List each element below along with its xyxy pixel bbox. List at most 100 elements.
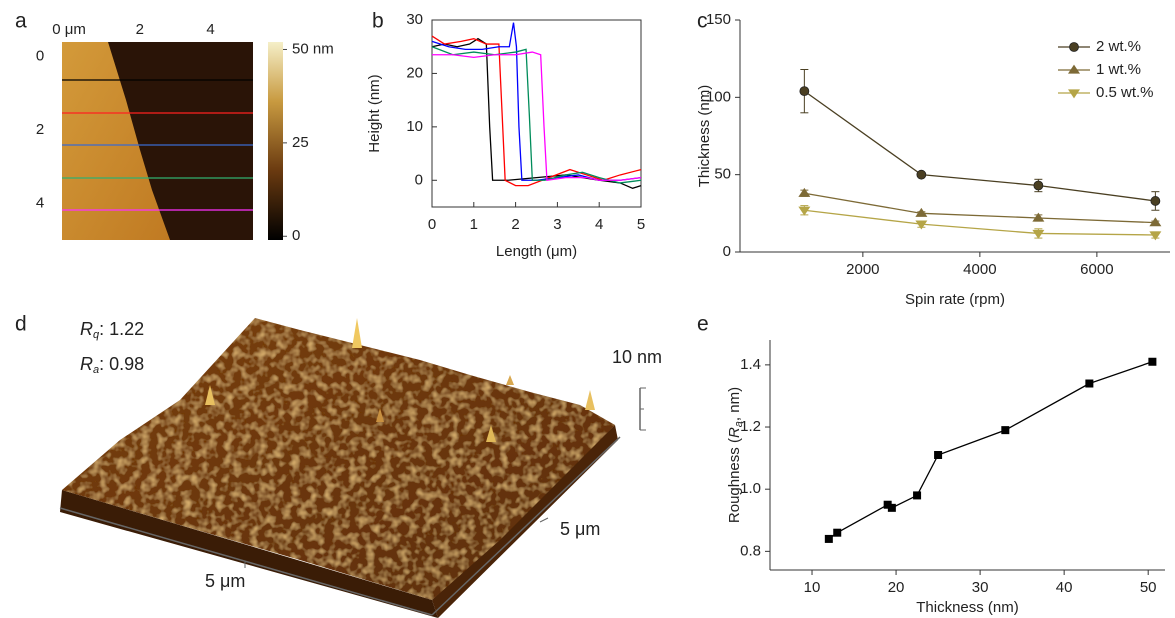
y-tick-label: 0 xyxy=(36,48,44,65)
marker xyxy=(1033,180,1044,191)
panel-label: d xyxy=(15,313,27,336)
marker xyxy=(887,503,896,512)
colorbar-tick-label: 25 xyxy=(292,134,309,151)
x-tick-label: 2000 xyxy=(846,261,879,278)
x-tick-label: 3 xyxy=(553,216,561,233)
y-label-symbol: R xyxy=(726,427,743,438)
marker xyxy=(1032,229,1045,239)
marker xyxy=(1032,212,1045,222)
marker xyxy=(1085,379,1094,388)
y-tick-label: 1.0 xyxy=(740,480,761,497)
y-axis-label: Thickness (nm) xyxy=(696,85,713,188)
stat-separator: : xyxy=(99,354,109,374)
y-tick-label: 50 xyxy=(714,166,731,183)
y-tick-label: 30 xyxy=(406,11,423,28)
stat-ra: Ra: 0.98 xyxy=(80,354,144,376)
stat-value: 0.98 xyxy=(109,354,144,374)
afm-image xyxy=(62,42,283,240)
x-axis-label: Spin rate (rpm) xyxy=(905,291,1005,308)
y-tick-label: 0 xyxy=(415,171,423,188)
y-tick-label: 4 xyxy=(36,194,44,211)
y-tick-label: 0 xyxy=(723,243,731,260)
series-line xyxy=(432,51,642,182)
x-tick-label: 50 xyxy=(1140,579,1157,596)
y-label-subscript: a xyxy=(733,421,745,427)
stat-separator: : xyxy=(99,319,109,339)
marker xyxy=(883,500,892,509)
y-tick-label: 1.4 xyxy=(740,356,761,373)
x-tick-label: 4000 xyxy=(963,261,996,278)
marker xyxy=(1148,357,1157,366)
x-tick-label: 6000 xyxy=(1080,261,1113,278)
x-tick-label: 0 xyxy=(428,216,436,233)
y-extent: 5 μm xyxy=(560,519,600,539)
y-tick-label: 1.2 xyxy=(740,418,761,435)
marker xyxy=(934,451,943,459)
x-tick-label: 4 xyxy=(206,21,214,38)
y-label-text: Roughness ( xyxy=(726,438,743,523)
x-tick-label: 0 μm xyxy=(52,21,86,38)
legend-label: 2 wt.% xyxy=(1096,38,1141,55)
marker xyxy=(915,220,928,230)
plot-frame xyxy=(431,19,642,208)
legend-marker xyxy=(1068,64,1080,74)
stat-subscript: q xyxy=(93,329,100,341)
y-axis-label: Height (nm) xyxy=(366,74,383,152)
legend-label: 1 wt.% xyxy=(1096,61,1141,78)
panel-label: a xyxy=(15,10,27,33)
stat-subscript: a xyxy=(93,364,99,376)
panel-label: b xyxy=(372,10,384,33)
marker xyxy=(915,207,928,217)
panel-label: e xyxy=(697,313,709,336)
y-tick-label: 2 xyxy=(36,121,44,138)
marker xyxy=(799,86,810,97)
y-tick-label: 150 xyxy=(706,11,731,28)
stat-symbol: R xyxy=(80,319,93,339)
marker xyxy=(1149,231,1162,241)
legend-marker xyxy=(1068,89,1080,99)
y-axis-label: Roughness (Ra, nm) xyxy=(726,387,745,523)
series-line xyxy=(804,209,1156,236)
stat-rq: Rq: 1.22 xyxy=(80,319,144,341)
marker xyxy=(833,528,842,537)
y-tick-label: 100 xyxy=(706,88,731,105)
x-tick-label: 4 xyxy=(595,216,603,233)
y-tick-label: 10 xyxy=(406,118,423,135)
x-tick-label: 1 xyxy=(470,216,478,233)
marker xyxy=(1150,196,1161,206)
series-line xyxy=(803,90,1156,202)
x-extent: 5 μm xyxy=(205,571,245,591)
marker xyxy=(1149,217,1162,227)
marker xyxy=(916,169,927,180)
stat-symbol: R xyxy=(80,354,93,374)
series-line xyxy=(828,361,1153,540)
x-tick-label: 5 xyxy=(637,216,645,233)
series-line xyxy=(804,192,1156,224)
series-line xyxy=(431,22,642,181)
panel-label: c xyxy=(697,10,708,33)
y-tick-label: 20 xyxy=(406,64,423,81)
series-line xyxy=(431,37,642,189)
z-scale: 10 nm xyxy=(612,347,662,367)
stat-value: 1.22 xyxy=(109,319,144,339)
x-axis-label: Thickness (nm) xyxy=(916,599,1019,616)
legend-marker xyxy=(1069,42,1079,52)
x-tick-label: 2 xyxy=(511,216,519,233)
x-tick-label: 30 xyxy=(972,579,989,596)
colorbar-tick-label: 50 nm xyxy=(292,40,334,57)
x-axis-label: Length (μm) xyxy=(496,243,577,260)
x-tick-label: 2 xyxy=(136,21,144,38)
x-tick-label: 20 xyxy=(888,579,905,596)
marker xyxy=(1001,426,1010,435)
colorbar-tick-label: 0 xyxy=(292,227,300,244)
x-tick-label: 10 xyxy=(804,579,821,596)
series-line xyxy=(431,35,642,187)
y-label-suffix: , nm) xyxy=(726,387,743,421)
afm-surface xyxy=(59,318,646,618)
marker xyxy=(824,534,833,543)
legend-label: 0.5 wt.% xyxy=(1096,84,1154,101)
marker xyxy=(913,491,922,500)
marker xyxy=(798,206,811,216)
